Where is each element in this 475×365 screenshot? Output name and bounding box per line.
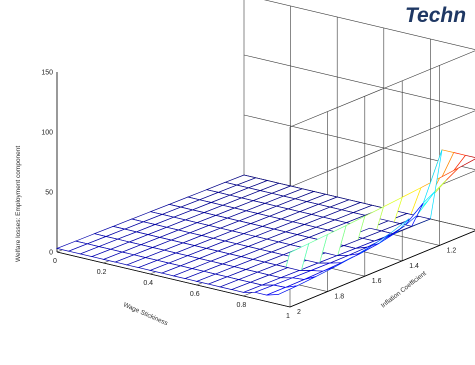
y-tick-label: 2 <box>297 309 301 316</box>
y-axis-line <box>289 230 475 308</box>
side-wall-gridline <box>263 0 475 50</box>
z-axis-label: Welfare losses: Employment component <box>15 146 22 262</box>
surface-layer <box>55 149 475 296</box>
x-axis-label: Wage Stickiness <box>122 301 169 327</box>
x-tick-label: 0.8 <box>237 302 247 309</box>
z-tick-label: 150 <box>41 70 53 77</box>
x-tick-label: 0.2 <box>97 269 107 276</box>
x-axis-line <box>56 251 291 308</box>
y-tick-label: 1.4 <box>409 263 419 270</box>
y-axis-label: Inflation Coefficient <box>380 270 428 310</box>
z-tick-label: 0 <box>49 250 53 257</box>
x-tick-label: 1 <box>286 313 290 320</box>
y-tick-label: 1.8 <box>334 294 344 301</box>
y-tick-label: 1.6 <box>372 278 382 285</box>
z-tick-label: 50 <box>45 190 53 197</box>
y-tick-label: 1.2 <box>447 247 457 254</box>
x-tick-label: 0.6 <box>190 291 200 298</box>
side-wall-gridline <box>243 54 475 110</box>
back-wall-gridline <box>289 50 475 128</box>
surface-patch <box>266 285 298 296</box>
x-tick-label: 0 <box>53 258 57 265</box>
x-tick-label: 0.4 <box>143 280 153 287</box>
page-title: Techn <box>405 4 467 27</box>
z-tick-label: 100 <box>41 130 53 137</box>
